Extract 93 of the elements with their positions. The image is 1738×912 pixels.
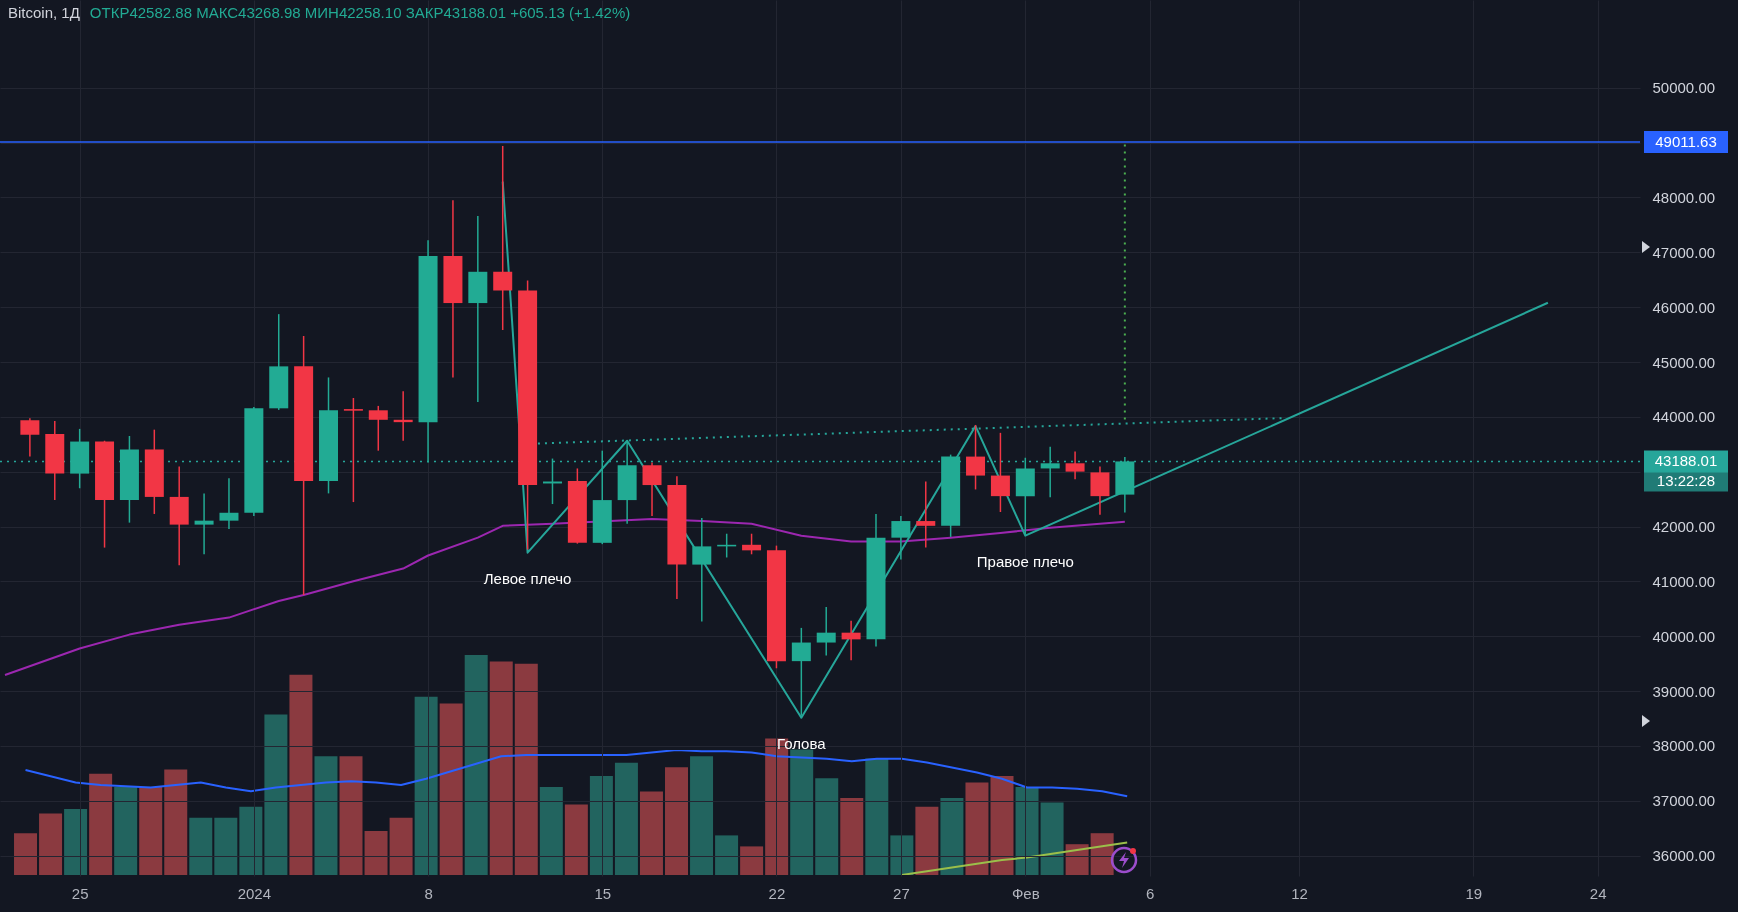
y-tick-label: 38000.00 — [1652, 737, 1716, 755]
bar — [389, 817, 413, 875]
bar — [814, 778, 838, 875]
candlestick — [742, 532, 762, 556]
bar — [464, 655, 488, 875]
bar — [564, 804, 588, 875]
y-tick-label: 44000.00 — [1652, 408, 1716, 426]
candlestick — [692, 517, 712, 623]
bar — [1065, 844, 1089, 875]
bar — [789, 749, 813, 875]
bar — [1090, 833, 1114, 875]
candlestick — [493, 145, 513, 331]
candlestick — [343, 397, 363, 503]
bar — [539, 787, 563, 875]
bar — [914, 806, 938, 875]
bar — [839, 798, 863, 875]
x-tick-label: 25 — [71, 884, 89, 902]
x-tick-label: 19 — [1465, 884, 1483, 902]
bar — [138, 787, 162, 875]
candlestick — [1065, 450, 1085, 480]
y-tick-label: 45000.00 — [1652, 353, 1716, 371]
bar — [739, 846, 763, 875]
bar — [288, 674, 312, 875]
bar — [889, 835, 913, 875]
bar — [614, 762, 638, 875]
bar — [364, 831, 388, 875]
y-tick-label: 36000.00 — [1652, 847, 1716, 865]
bar — [990, 776, 1014, 875]
y-tick-label: 46000.00 — [1652, 298, 1716, 316]
candlestick — [841, 620, 861, 662]
candlestick — [20, 417, 40, 458]
x-tick-label: 8 — [424, 884, 433, 902]
candlestick — [990, 432, 1010, 513]
candlestick — [891, 515, 911, 561]
candlestick — [1090, 465, 1110, 516]
bar — [238, 806, 262, 875]
y-tick-label: 37000.00 — [1652, 792, 1716, 810]
x-tick-label: 2024 — [237, 884, 272, 902]
bar — [589, 776, 613, 875]
bar — [1040, 802, 1064, 875]
bar — [163, 769, 187, 875]
x-tick-label: 22 — [768, 884, 786, 902]
x-tick-label: 15 — [594, 884, 612, 902]
chart-subtitle: ОТКР42582.88 МАКС43268.98 МИН42258.10 ЗАКР43188.01 +605.13 (+1.42%) — [89, 4, 631, 21]
x-tick-label: Фев — [1011, 884, 1040, 902]
bar — [88, 773, 112, 875]
bar — [1015, 787, 1039, 875]
y-tick-label: 48000.00 — [1652, 188, 1716, 206]
bar — [339, 756, 363, 875]
candlestick — [194, 492, 214, 556]
ref-line-label: 43188.01 — [1654, 452, 1718, 470]
candlestick — [642, 461, 662, 517]
bar — [263, 714, 287, 875]
bar — [188, 817, 212, 875]
y-tick-label: 42000.00 — [1652, 518, 1716, 536]
x-tick-label: 24 — [1589, 884, 1607, 902]
annotation: Левое плечо — [483, 569, 572, 587]
candlestick — [966, 424, 986, 491]
annotation: Голова — [777, 734, 827, 752]
bar — [213, 817, 237, 875]
candlestick — [219, 477, 239, 530]
x-tick-label: 12 — [1291, 884, 1308, 902]
bar — [664, 767, 688, 875]
candlestick — [816, 606, 836, 657]
bar — [514, 663, 538, 875]
bar — [489, 661, 513, 875]
bar — [864, 758, 888, 875]
bar — [964, 782, 988, 875]
text: 13:22:28 — [1656, 472, 1716, 490]
bar — [414, 696, 438, 875]
y-tick-label: 41000.00 — [1652, 572, 1716, 590]
y-tick-label: 39000.00 — [1652, 682, 1716, 700]
bar — [439, 703, 463, 875]
candlestick — [916, 480, 936, 549]
x-tick-label: 27 — [893, 884, 910, 902]
y-tick-label: 40000.00 — [1652, 627, 1716, 645]
ref-line-label: 49011.63 — [1655, 132, 1717, 150]
line-series — [4, 518, 1126, 676]
y-tick-label: 47000.00 — [1652, 243, 1716, 261]
bar — [639, 791, 663, 875]
bar — [313, 756, 337, 875]
bar — [63, 809, 87, 875]
annotation: Правое плечо — [976, 552, 1074, 570]
bar — [714, 835, 738, 875]
chart-title: Bitcoin, 1Д — [8, 4, 80, 21]
bar — [939, 798, 963, 875]
x-tick-label: 6 — [1146, 884, 1155, 902]
bar — [38, 813, 62, 875]
bar — [113, 787, 137, 875]
bar — [689, 756, 713, 875]
candlestick — [368, 405, 388, 452]
y-tick-label: 50000.00 — [1652, 79, 1716, 97]
bar — [13, 833, 37, 875]
